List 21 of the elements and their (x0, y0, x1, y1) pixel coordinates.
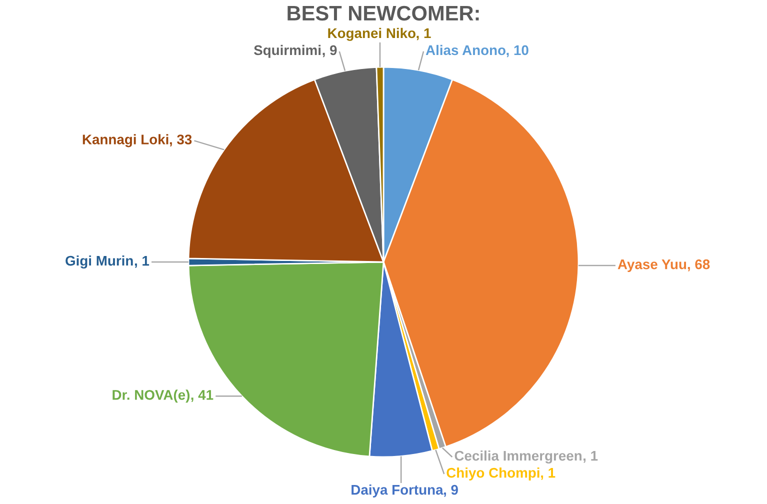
slice-label: Koganei Niko (328, 28, 416, 41)
slice-label: Ayase Yuu (618, 260, 686, 272)
data-label: , 1 (584, 451, 598, 463)
data-label: , 68 (688, 259, 710, 272)
slice-label: Chiyo Chompi (446, 468, 540, 480)
data-label: , 1 (134, 256, 150, 268)
slice-label: Cecilia Immergreen (454, 450, 582, 464)
slice-label: Kannagi Loki (82, 134, 168, 148)
data-label: , 41 (191, 390, 214, 402)
data-label: , 9 (322, 45, 337, 58)
data-label: , 9 (444, 484, 458, 497)
data-label: , 1 (541, 468, 556, 480)
slice-label: Alias Anono (426, 44, 506, 56)
data-label: , 10 (506, 45, 528, 58)
slice-label: Squirmimi (254, 44, 321, 58)
slice-label: Dr. NOVA(e) (112, 390, 190, 403)
slice-label: Daiya Fortuna (352, 484, 444, 498)
chart-title: BEST NEWCOMER: (288, 6, 479, 21)
data-label: , 33 (170, 134, 192, 146)
slice-label: Gigi Murin (66, 255, 133, 269)
data-label: , 1 (416, 28, 431, 40)
